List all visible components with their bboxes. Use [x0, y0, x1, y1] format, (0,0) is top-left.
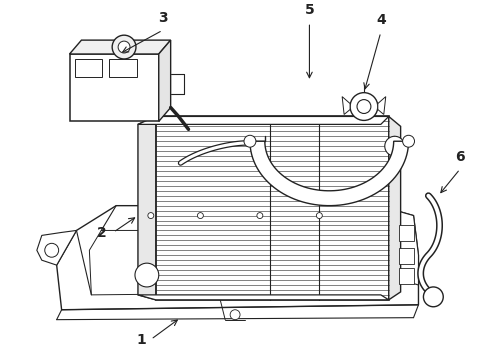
Bar	[109, 59, 137, 77]
Circle shape	[385, 136, 405, 156]
Circle shape	[230, 310, 240, 320]
Polygon shape	[57, 206, 418, 310]
Bar	[399, 268, 414, 284]
Polygon shape	[138, 116, 389, 124]
Bar	[399, 248, 414, 264]
Circle shape	[357, 100, 371, 113]
Polygon shape	[70, 54, 159, 121]
Polygon shape	[37, 230, 76, 265]
Text: 5: 5	[305, 3, 314, 17]
Polygon shape	[250, 141, 409, 206]
Circle shape	[403, 135, 415, 147]
Text: 3: 3	[158, 11, 168, 25]
Polygon shape	[70, 40, 171, 54]
Circle shape	[45, 243, 59, 257]
Bar	[74, 59, 102, 77]
Polygon shape	[138, 116, 156, 300]
Bar	[399, 225, 414, 241]
Circle shape	[423, 287, 443, 307]
Circle shape	[135, 263, 159, 287]
Circle shape	[197, 213, 203, 219]
Polygon shape	[378, 96, 386, 114]
Circle shape	[317, 213, 322, 219]
Polygon shape	[342, 96, 350, 114]
Text: 2: 2	[97, 226, 106, 240]
Circle shape	[244, 135, 256, 147]
Circle shape	[257, 213, 263, 219]
Polygon shape	[159, 40, 171, 121]
Polygon shape	[389, 116, 401, 300]
Text: 1: 1	[136, 333, 146, 347]
Circle shape	[118, 41, 130, 53]
Circle shape	[350, 93, 378, 120]
Circle shape	[148, 213, 154, 219]
Polygon shape	[156, 116, 389, 300]
Polygon shape	[379, 206, 418, 285]
Text: 4: 4	[376, 13, 386, 27]
Circle shape	[112, 35, 136, 59]
Text: 6: 6	[455, 150, 465, 164]
Polygon shape	[138, 295, 389, 300]
